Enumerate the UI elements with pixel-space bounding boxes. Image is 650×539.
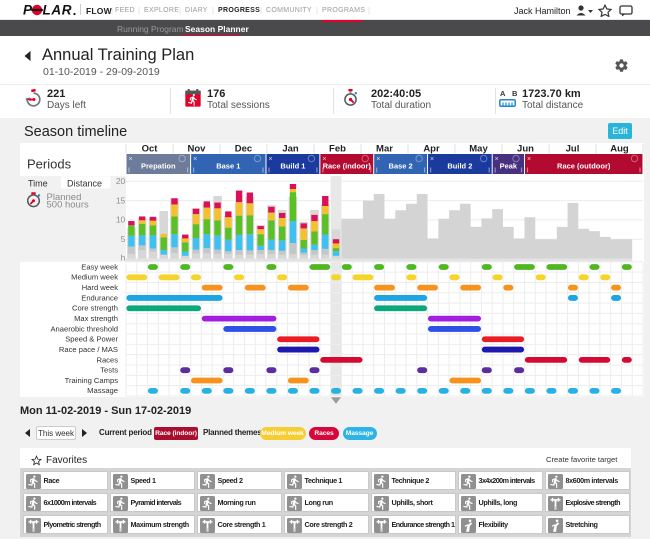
svg-text:Max strength: Max strength	[74, 314, 118, 323]
svg-text:Endurance: Endurance	[81, 293, 118, 302]
svg-text:Anaerobic threshold: Anaerobic threshold	[50, 324, 118, 333]
svg-text:Medium week: Medium week	[71, 273, 118, 282]
svg-text:500 hours: 500 hours	[47, 200, 90, 211]
svg-text:Feb: Feb	[329, 144, 346, 155]
svg-text:Aug: Aug	[610, 144, 629, 155]
svg-text:Build 1: Build 1	[280, 161, 305, 170]
svg-text:Races: Races	[96, 355, 118, 364]
svg-text:Base 1: Base 1	[216, 161, 240, 170]
svg-text:×: ×	[527, 156, 531, 163]
svg-text:×: ×	[430, 156, 434, 163]
svg-text:h: h	[121, 253, 126, 263]
svg-text:May: May	[469, 144, 488, 155]
svg-text:Training Camps: Training Camps	[65, 376, 119, 385]
svg-text:Periods: Periods	[27, 157, 72, 172]
svg-text:Easy week: Easy week	[81, 262, 118, 271]
svg-text:Distance: Distance	[67, 178, 102, 188]
svg-text:10: 10	[116, 215, 126, 225]
svg-text:×: ×	[495, 156, 499, 163]
svg-text:5: 5	[121, 234, 126, 244]
svg-text:×: ×	[129, 156, 133, 163]
svg-text:20: 20	[116, 176, 126, 186]
svg-text:Base 2: Base 2	[389, 161, 413, 170]
svg-text:Build 2: Build 2	[447, 161, 472, 170]
svg-text:Race (indoor): Race (indoor)	[323, 161, 372, 170]
svg-text:Planned: Planned	[47, 192, 82, 203]
svg-text:Massage: Massage	[87, 386, 118, 395]
svg-text:×: ×	[269, 156, 273, 163]
svg-text:Mar: Mar	[376, 144, 393, 155]
svg-text:Hard week: Hard week	[82, 283, 118, 292]
svg-text:×: ×	[376, 156, 380, 163]
svg-text:Peak: Peak	[500, 161, 518, 170]
svg-text:Nov: Nov	[188, 144, 207, 155]
svg-text:Race (outdoor): Race (outdoor)	[557, 161, 611, 170]
svg-text:Oct: Oct	[142, 144, 159, 155]
svg-text:Jun: Jun	[517, 144, 534, 155]
svg-text:Tests: Tests	[100, 366, 118, 375]
svg-text:Apr: Apr	[423, 144, 440, 155]
svg-text:LAR: LAR	[43, 3, 73, 18]
svg-text:×: ×	[322, 156, 326, 163]
svg-text:Jul: Jul	[566, 144, 580, 155]
svg-text:Prepation: Prepation	[141, 161, 176, 170]
svg-text:Race pace / MAS: Race pace / MAS	[59, 345, 118, 354]
svg-text:Time: Time	[28, 178, 48, 188]
svg-text:15: 15	[116, 195, 126, 205]
svg-text:Speed & Power: Speed & Power	[65, 335, 118, 344]
svg-text:Jan: Jan	[282, 144, 299, 155]
svg-text:P: P	[23, 3, 33, 18]
svg-text:Core strength: Core strength	[72, 304, 118, 313]
svg-text:Dec: Dec	[235, 144, 252, 155]
svg-text:×: ×	[193, 156, 197, 163]
